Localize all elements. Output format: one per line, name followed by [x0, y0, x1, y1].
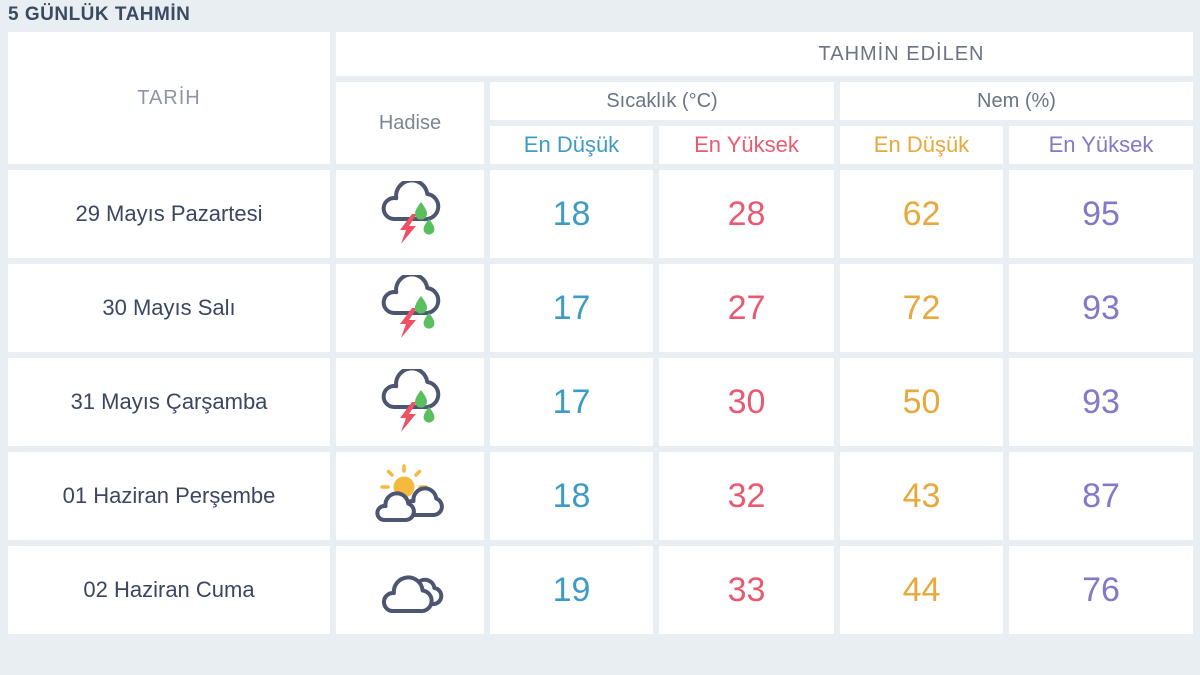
hum-max-cell: 87 [1009, 452, 1193, 540]
temp-max-cell: 30 [659, 358, 834, 446]
partly-cloudy-icon [375, 464, 444, 522]
column-header-predicted: TAHMİN EDİLEN [336, 32, 1193, 76]
temp-min-cell: 18 [490, 452, 653, 540]
thunderstorm-icon [381, 275, 441, 340]
column-header-humidity: Nem (%) [840, 82, 1193, 120]
hum-min-cell: 50 [840, 358, 1003, 446]
column-header-date: TARİH [8, 32, 330, 164]
date-cell: 01 Haziran Perşembe [8, 452, 330, 540]
hum-min-cell: 43 [840, 452, 1003, 540]
hum-min-cell: 44 [840, 546, 1003, 634]
page-title: 5 GÜNLÜK TAHMİN [8, 4, 191, 25]
date-cell: 31 Mayıs Çarşamba [8, 358, 330, 446]
temp-min-cell: 17 [490, 358, 653, 446]
hum-max-cell: 76 [1009, 546, 1193, 634]
temp-min-cell: 18 [490, 170, 653, 258]
thunderstorm-icon [381, 181, 441, 246]
weather-cell [336, 452, 484, 540]
hum-max-cell: 93 [1009, 264, 1193, 352]
date-cell: 30 Mayıs Salı [8, 264, 330, 352]
column-header-temperature: Sıcaklık (°C) [490, 82, 834, 120]
cloudy-icon [381, 575, 444, 614]
column-header-hum-max: En Yüksek [1009, 126, 1193, 164]
date-cell: 02 Haziran Cuma [8, 546, 330, 634]
thunderstorm-icon [381, 369, 441, 434]
weather-cell [336, 170, 484, 258]
column-header-event: Hadise [336, 82, 484, 164]
hum-min-cell: 62 [840, 170, 1003, 258]
weather-cell [336, 358, 484, 446]
weather-cell [336, 264, 484, 352]
hum-max-cell: 93 [1009, 358, 1193, 446]
temp-min-cell: 17 [490, 264, 653, 352]
column-header-temp-max: En Yüksek [659, 126, 834, 164]
hum-min-cell: 72 [840, 264, 1003, 352]
temp-max-cell: 28 [659, 170, 834, 258]
temp-min-cell: 19 [490, 546, 653, 634]
column-header-temp-min: En Düşük [490, 126, 653, 164]
weather-cell [336, 546, 484, 634]
date-cell: 29 Mayıs Pazartesi [8, 170, 330, 258]
temp-max-cell: 32 [659, 452, 834, 540]
hum-max-cell: 95 [1009, 170, 1193, 258]
temp-max-cell: 33 [659, 546, 834, 634]
forecast-table: TARİH TAHMİN EDİLEN Hadise Sıcaklık (°C)… [8, 32, 1193, 634]
column-header-hum-min: En Düşük [840, 126, 1003, 164]
temp-max-cell: 27 [659, 264, 834, 352]
